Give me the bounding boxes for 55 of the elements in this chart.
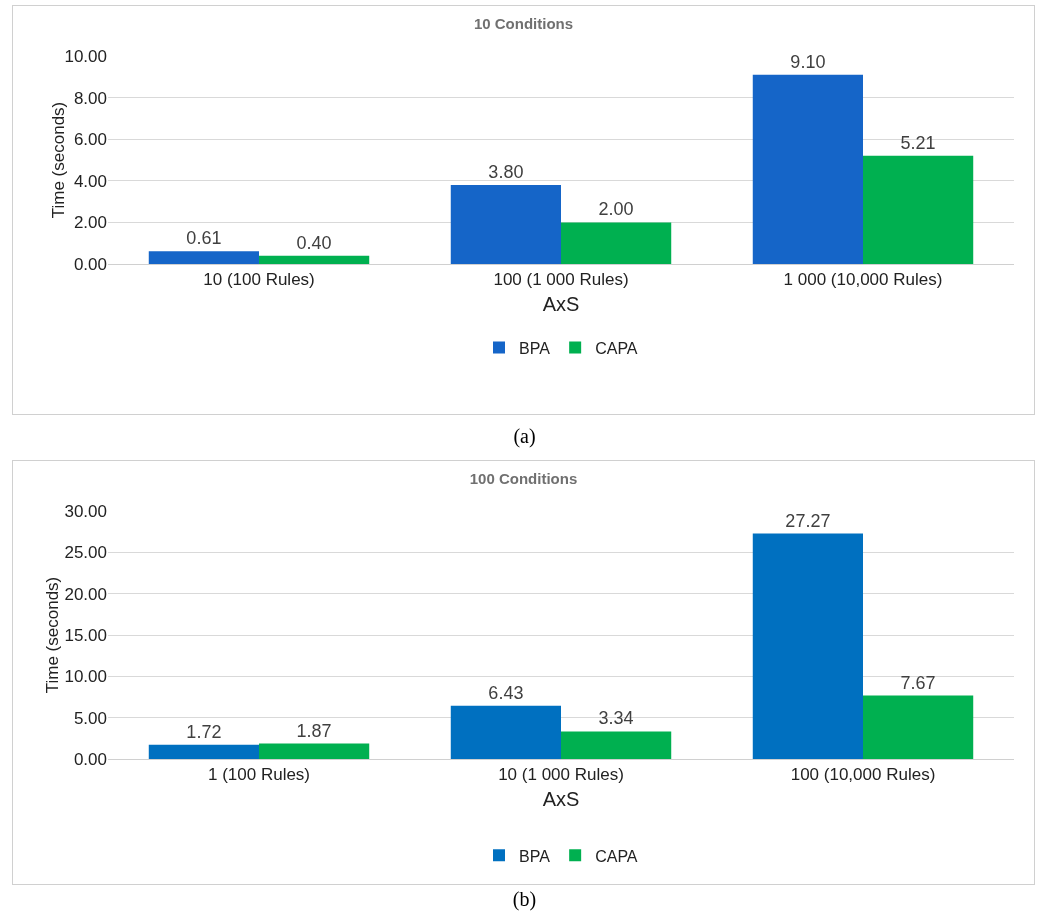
y-axis-title: Time (seconds) <box>43 576 63 694</box>
y-tick-label: 15.00 <box>64 625 107 645</box>
data-label: 7.67 <box>900 672 936 693</box>
bar <box>863 695 974 759</box>
data-label: 1.72 <box>186 721 222 742</box>
data-label: 27.27 <box>785 510 831 531</box>
data-label: 3.80 <box>488 161 524 182</box>
bar <box>148 744 259 759</box>
data-label: 0.40 <box>296 232 332 253</box>
bar <box>752 74 863 264</box>
legend-label: BPA <box>519 339 551 357</box>
text: (a) <box>512 425 537 448</box>
chart-title: 100 Conditions <box>469 470 578 488</box>
data-label: 1.87 <box>296 720 332 741</box>
bar <box>259 255 370 264</box>
bar <box>863 155 974 264</box>
data-label: 6.43 <box>488 682 524 703</box>
x-tick-label: 100 (1 000 Rules) <box>493 270 629 290</box>
x-tick-label: 1 (100 Rules) <box>207 765 311 785</box>
x-axis-title: AxS <box>542 787 580 810</box>
data-label: 9.10 <box>790 51 826 72</box>
x-tick-label: 1 000 (10,000 Rules) <box>783 270 943 290</box>
legend-label: CAPA <box>595 847 638 865</box>
data-label: 5.21 <box>900 132 936 153</box>
x-axis-title: AxS <box>542 292 580 315</box>
y-tick-label: 25.00 <box>64 543 107 563</box>
y-tick-label: 20.00 <box>64 584 107 604</box>
bar <box>148 251 259 264</box>
y-tick-label: 30.00 <box>64 501 107 521</box>
y-tick-label: 0.00 <box>73 254 107 274</box>
legend-label: CAPA <box>595 339 638 357</box>
text: (b) <box>511 888 538 911</box>
data-label: 2.00 <box>598 199 634 220</box>
y-tick-label: 4.00 <box>73 171 107 191</box>
chart-title: 10 Conditions <box>473 14 574 32</box>
bar <box>561 731 672 759</box>
y-tick-label: 8.00 <box>73 88 107 108</box>
bar <box>561 222 672 264</box>
y-tick-label: 10.00 <box>64 46 107 66</box>
data-label: 0.61 <box>186 228 222 249</box>
bar <box>752 533 863 759</box>
legend-label: BPA <box>519 847 551 865</box>
y-axis-title: Time (seconds) <box>49 101 68 219</box>
y-tick-label: 6.00 <box>73 130 107 150</box>
y-tick-label: 10.00 <box>64 667 107 687</box>
bar <box>450 705 561 759</box>
bar <box>259 743 370 759</box>
x-tick-label: 100 (10,000 Rules) <box>790 765 936 785</box>
bar <box>450 184 561 264</box>
y-tick-label: 2.00 <box>73 213 107 233</box>
x-tick-label: 10 (100 Rules) <box>203 270 315 290</box>
x-tick-label: 10 (1 000 Rules) <box>498 765 624 785</box>
y-tick-label: 0.00 <box>73 749 107 769</box>
y-tick-label: 5.00 <box>73 708 107 728</box>
data-label: 3.34 <box>598 708 634 729</box>
